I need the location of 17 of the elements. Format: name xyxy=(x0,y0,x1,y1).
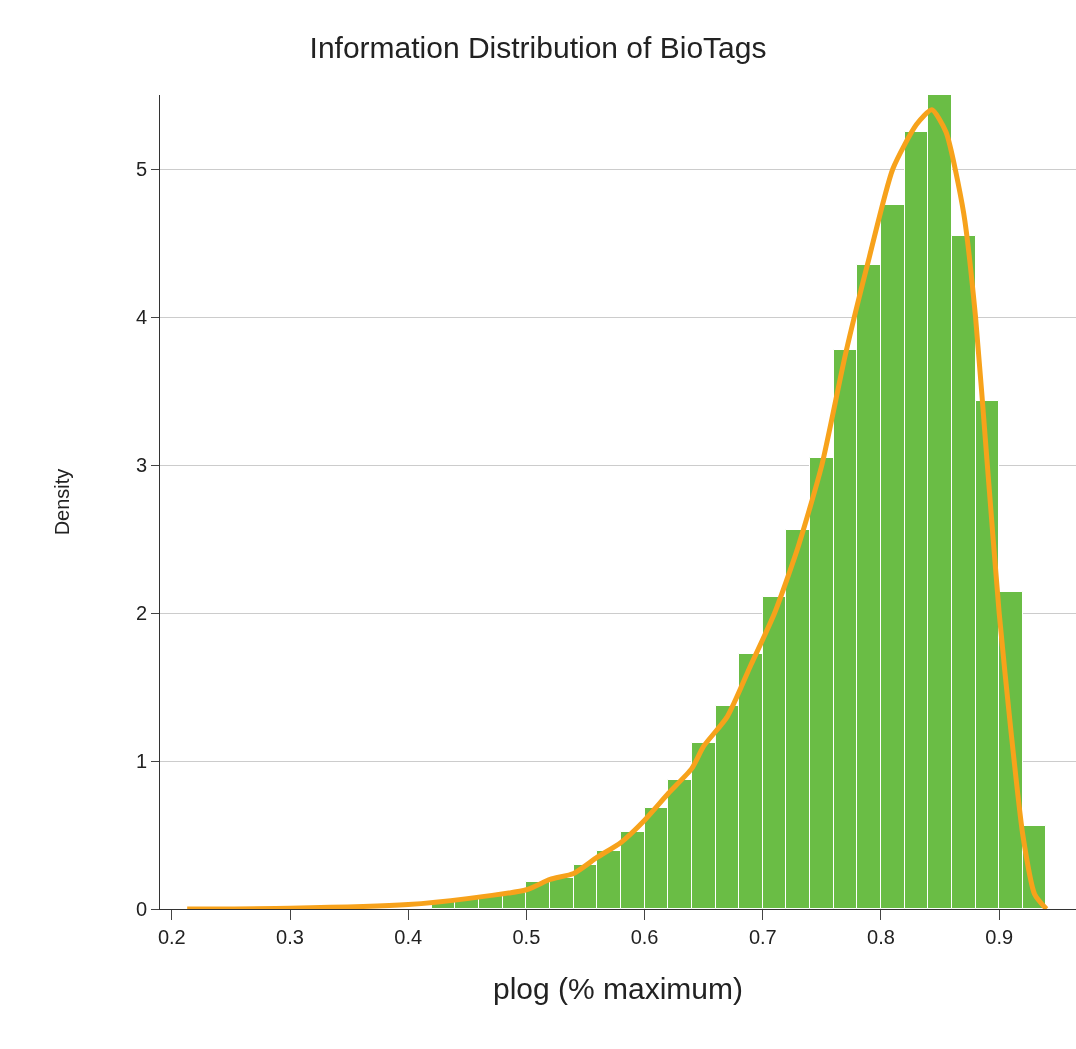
y-tick-label: 2 xyxy=(135,602,147,624)
x-tick-label: 0.9 xyxy=(985,926,1014,948)
x-tick-label: 0.7 xyxy=(748,926,777,948)
x-tick-label: 0.4 xyxy=(394,926,423,948)
x-tick-label: 0.6 xyxy=(630,926,659,948)
y-tick-label: 4 xyxy=(135,306,147,328)
y-tick-label: 1 xyxy=(135,750,147,772)
y-tick-label: 3 xyxy=(135,454,147,476)
y-axis-title: Density xyxy=(51,468,74,536)
x-axis-title: plog (% maximum) xyxy=(492,971,744,1005)
x-tick-label: 0.8 xyxy=(867,926,895,948)
x-tick-label: 0.3 xyxy=(276,926,304,948)
y-tick-label: 0 xyxy=(135,898,147,920)
chart-title: Information Distribution of BioTags xyxy=(309,30,767,64)
x-tick-label: 0.5 xyxy=(512,926,541,948)
x-tick-label: 0.2 xyxy=(157,926,186,948)
y-tick-label: 5 xyxy=(135,158,147,180)
